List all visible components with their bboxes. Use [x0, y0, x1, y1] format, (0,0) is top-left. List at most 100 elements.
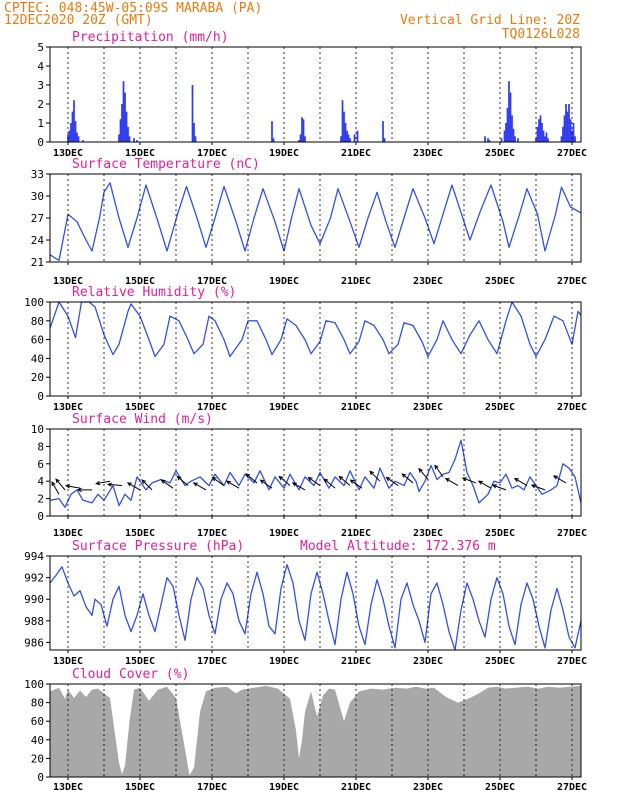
x-tick-label: 25DEC: [485, 528, 515, 539]
precip-bar: [506, 107, 509, 142]
precip-bar: [73, 100, 75, 142]
precip-bar: [82, 140, 84, 142]
precip-bar: [121, 104, 123, 142]
wind-arrow-head: [369, 470, 375, 476]
precip-bar: [193, 123, 195, 142]
y-tick-label: 24: [31, 234, 45, 247]
x-tick-label: 23DEC: [413, 276, 443, 287]
wind-arrow-shaft: [55, 478, 66, 491]
panel-frame: [49, 428, 582, 517]
precip-bar: [560, 136, 563, 142]
panel-0: Precipitation (mm/h) 0 1 2 3 4 5 13DEC 15DEC 17DE…: [37, 30, 587, 159]
wind-arrow-shaft: [127, 482, 141, 491]
precip-bar: [344, 123, 347, 142]
x-tick-label: 13DEC: [53, 782, 83, 793]
precip-bar: [119, 119, 122, 142]
wind-arrow-shaft: [531, 484, 546, 491]
wind-arrow: [444, 477, 459, 486]
precip-bar: [191, 85, 194, 142]
panel-title: Relative Humidity (%): [72, 285, 236, 300]
precip-bar: [542, 130, 545, 142]
y-tick-label: 80: [31, 697, 44, 710]
precip-bar: [118, 134, 120, 142]
precip-bar: [302, 119, 305, 142]
precip-bar: [304, 136, 306, 142]
wind-arrow-head: [418, 467, 423, 473]
precip-bar: [544, 136, 546, 142]
wind-arrow-shaft: [401, 473, 414, 484]
y-tick-label: 30: [31, 190, 44, 203]
y-tick-label: 1: [37, 117, 44, 130]
wind-arrow-head: [106, 482, 112, 487]
precip-bar: [484, 136, 486, 142]
x-tick-label: 21DEC: [341, 276, 371, 287]
x-tick-label: 13DEC: [53, 148, 83, 159]
y-tick-label: 60: [31, 334, 44, 347]
precip-bar: [127, 126, 129, 142]
panels: Precipitation (mm/h) 0 1 2 3 4 5 13DEC 15DEC 17DE…: [24, 30, 587, 793]
panel-title: Surface Wind (m/s): [72, 412, 213, 427]
x-tick-label: 27DEC: [557, 528, 587, 539]
wind-arrow-head: [126, 482, 132, 487]
panel-title: Precipitation (mm/h): [72, 30, 229, 45]
x-tick-label: 13DEC: [53, 528, 83, 539]
wind-arrow: [106, 482, 123, 487]
precip-bar: [77, 136, 80, 142]
y-tick-label: 40: [31, 734, 44, 747]
x-tick-label: 21DEC: [341, 782, 371, 793]
x-tick-label: 21DEC: [341, 148, 371, 159]
wind-arrow-head: [65, 484, 71, 489]
wind-arrow-shaft: [292, 482, 306, 491]
wind-arrow-head: [349, 479, 355, 484]
wind-arrow: [477, 480, 492, 489]
y-tick-label: 990: [24, 593, 44, 606]
wind-arrow-head: [55, 478, 60, 484]
precip-bar: [500, 138, 503, 142]
panel-frame: [49, 683, 582, 778]
y-tick-label: 10: [31, 423, 44, 436]
x-tick-label: 25DEC: [485, 782, 515, 793]
x-tick-label: 19DEC: [269, 528, 299, 539]
panel-4: Surface Pressure (hPa) Model Altitude: 17…: [24, 539, 587, 667]
x-tick-label: 23DEC: [413, 148, 443, 159]
wind-arrow-head: [176, 475, 182, 481]
precip-bar: [341, 100, 344, 142]
wind-arrow: [369, 470, 381, 482]
precip-bar: [538, 119, 540, 142]
wind-arrow-shaft: [193, 482, 207, 491]
wind-arrow: [338, 475, 351, 486]
precip-bar: [512, 128, 515, 142]
precip-bar: [70, 123, 72, 142]
precip-bar: [383, 138, 386, 142]
precip-bar: [301, 117, 303, 142]
y-tick-label: 40: [31, 352, 44, 365]
precip-bar: [299, 134, 302, 142]
wind-arrow-shaft: [338, 476, 351, 486]
panel-5: Cloud Cover (%) 0 20 40 60 80 100 13DEC 15DEC 17D…: [24, 667, 587, 793]
wind-arrow-head: [444, 477, 450, 483]
precip-bar: [545, 132, 548, 142]
precip-bar: [562, 126, 564, 142]
wind-arrow-head: [530, 484, 536, 489]
x-tick-label: 23DEC: [413, 656, 443, 667]
y-tick-label: 988: [24, 615, 44, 628]
wind-arrow: [55, 478, 66, 491]
wind-arrow-shaft: [323, 478, 336, 489]
precip-bar: [505, 123, 507, 142]
wind-arrow-shaft: [492, 484, 507, 491]
run-date-header: 12DEC2020 20Z (GMT): [4, 13, 153, 28]
panel-frame: [49, 46, 582, 143]
y-tick-label: 3: [37, 79, 44, 92]
wind-arrow: [291, 482, 306, 491]
wind-arrow-head: [477, 480, 483, 485]
wind-arrow-shaft: [66, 485, 81, 489]
x-tick-label: 25DEC: [485, 276, 515, 287]
precip-bar: [272, 138, 275, 142]
panel-1: Surface Temperature (nC) 21 24 27 30 33 13DEC 1…: [31, 157, 587, 287]
x-tick-label: 13DEC: [53, 276, 83, 287]
panel-frame: [49, 173, 582, 263]
series-line: [49, 563, 582, 651]
x-tick-label: 19DEC: [269, 782, 299, 793]
x-tick-label: 13DEC: [53, 656, 83, 667]
